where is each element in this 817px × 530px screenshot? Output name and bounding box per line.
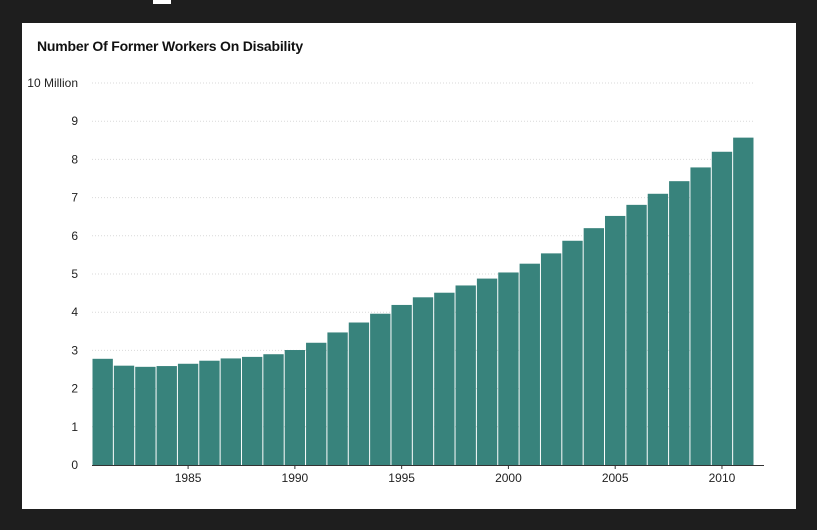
bar-1989 bbox=[263, 354, 284, 465]
bar-2002 bbox=[540, 253, 562, 465]
y-tick-label: 2 bbox=[71, 382, 78, 396]
y-tick-label: 1 bbox=[71, 420, 78, 434]
bar-2010 bbox=[711, 151, 733, 465]
bar-1982 bbox=[113, 365, 135, 465]
bar-2000 bbox=[498, 272, 519, 465]
bar-1985 bbox=[177, 363, 199, 465]
bar-1993 bbox=[348, 322, 370, 465]
bar-2011 bbox=[733, 137, 754, 465]
x-tick-label: 2010 bbox=[709, 471, 736, 485]
bar-2005 bbox=[605, 215, 626, 465]
bar-1990 bbox=[284, 350, 306, 465]
x-tick-label: 1990 bbox=[282, 471, 309, 485]
bar-1991 bbox=[306, 342, 327, 465]
y-tick-label: 10 Million bbox=[27, 76, 78, 90]
bar-1983 bbox=[135, 366, 156, 465]
bar-1984 bbox=[156, 366, 177, 465]
bar-1996 bbox=[412, 297, 434, 465]
bars bbox=[92, 137, 754, 465]
bar-1981 bbox=[92, 358, 113, 465]
y-tick-label: 8 bbox=[71, 152, 78, 166]
bar-chart: 0 1 2 3 4 5 6 7 8 9 10 Million 1985 1990 1995 2000 2005… bbox=[27, 76, 764, 485]
bar-1995 bbox=[391, 304, 412, 465]
x-tick-label: 1995 bbox=[388, 471, 415, 485]
chart-card: Number Of Former Workers On Disability 0… bbox=[22, 23, 796, 509]
bar-2006 bbox=[626, 204, 647, 465]
bar-1999 bbox=[476, 278, 498, 465]
bar-2008 bbox=[669, 181, 690, 465]
x-tick-label: 2005 bbox=[602, 471, 629, 485]
bar-1994 bbox=[370, 313, 391, 465]
chart-title: Number Of Former Workers On Disability bbox=[37, 38, 303, 54]
bar-1997 bbox=[434, 292, 455, 465]
bar-2009 bbox=[690, 167, 711, 465]
x-tick-label: 2000 bbox=[495, 471, 522, 485]
y-tick-label: 3 bbox=[71, 343, 78, 357]
bar-2007 bbox=[647, 193, 669, 465]
bar-1998 bbox=[455, 285, 476, 465]
x-tick-label: 1985 bbox=[175, 471, 202, 485]
bar-1992 bbox=[327, 332, 348, 465]
y-tick-label: 6 bbox=[71, 229, 78, 243]
y-tick-label: 5 bbox=[71, 267, 78, 281]
axes: 0 1 2 3 4 5 6 7 8 9 10 Million 1985 1990 1995 2000 2005… bbox=[27, 76, 764, 485]
bar-2003 bbox=[562, 240, 583, 465]
y-tick-label: 4 bbox=[71, 305, 78, 319]
bar-2004 bbox=[583, 228, 605, 465]
window-notch bbox=[153, 0, 171, 4]
y-tick-label: 0 bbox=[71, 458, 78, 472]
bar-2001 bbox=[519, 263, 540, 465]
bar-1987 bbox=[220, 358, 241, 465]
y-tick-label: 9 bbox=[71, 114, 78, 128]
bar-1986 bbox=[199, 360, 220, 465]
y-tick-label: 7 bbox=[71, 191, 78, 205]
bar-1988 bbox=[241, 356, 263, 465]
